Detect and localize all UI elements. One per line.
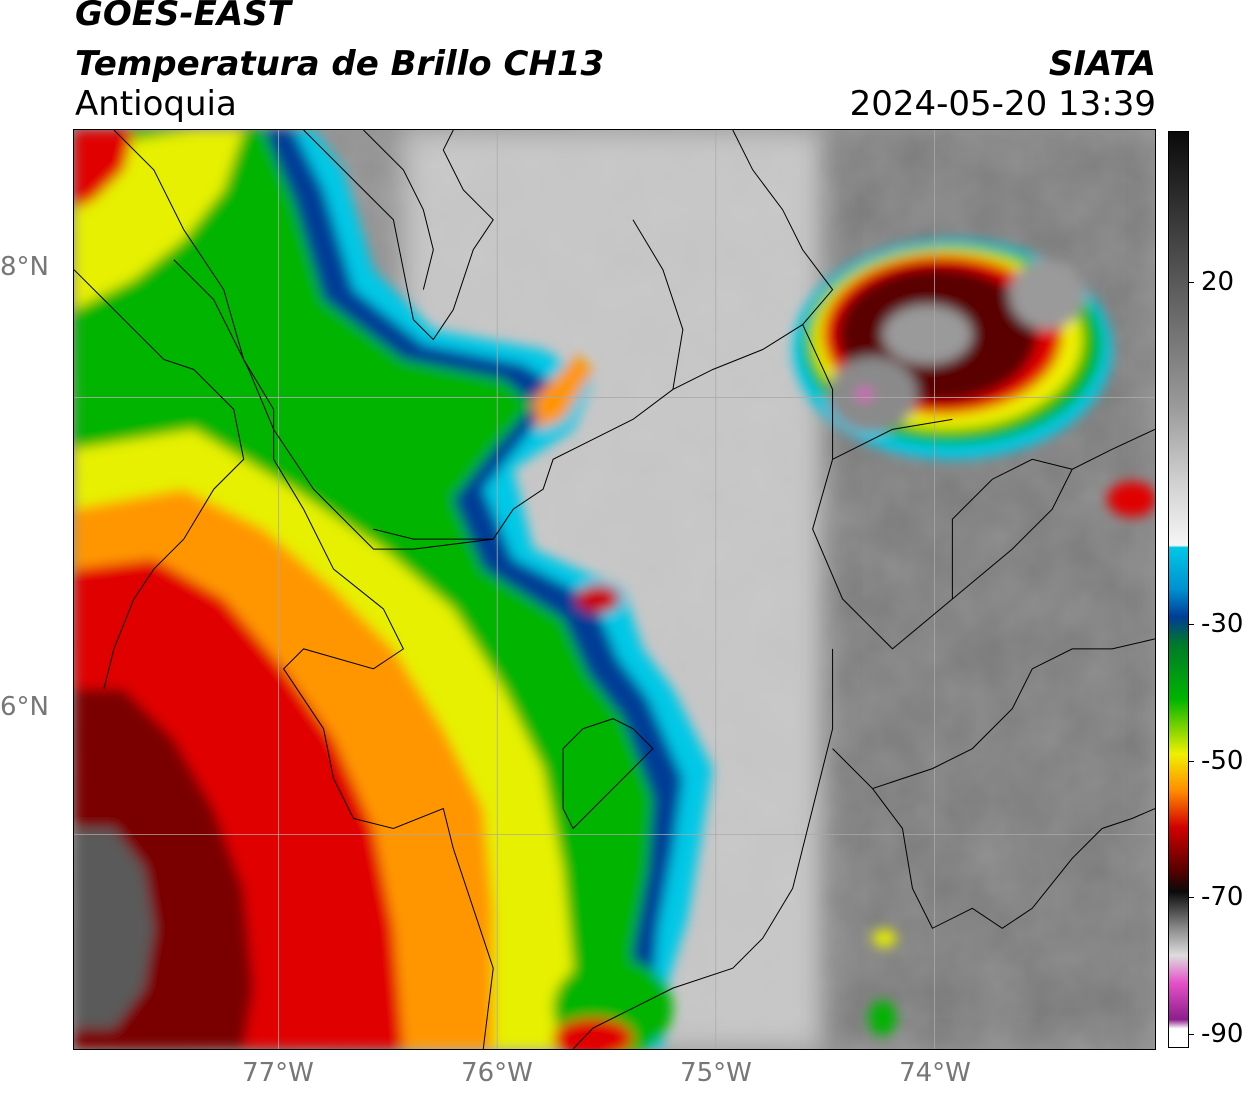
border-east-3 [872, 638, 1155, 790]
brand-label: SIATA [1048, 44, 1156, 84]
lat-label-8n: 8°N [0, 252, 49, 282]
colorbar-tick-mark [1188, 1034, 1194, 1036]
cloud-overshoot-gray [74, 828, 154, 1029]
cell-south-small [872, 929, 897, 948]
colorbar-tick-label: 20 [1201, 266, 1235, 297]
lon-label-74w: 74°W [899, 1058, 971, 1088]
border-medellin [562, 718, 654, 830]
colorbar-tick-label: -50 [1201, 745, 1244, 776]
satellite-map[interactable] [73, 129, 1156, 1050]
cold-cloud-shield-west [74, 130, 713, 1049]
border-cordoba [303, 130, 494, 341]
cloud-orange-finger [533, 354, 594, 430]
ne-cell-gray-east [1009, 259, 1086, 330]
colorbar-tick-mark [1188, 281, 1194, 283]
colorbar-tick-mark [1188, 760, 1194, 762]
colorbar-tick-mark [1188, 623, 1194, 625]
timestamp-label: 2024-05-20 13:39 [849, 84, 1156, 124]
brightness-temperature-field [74, 130, 1155, 1049]
title-product: Temperatura de Brillo CH13 [75, 44, 605, 84]
title-satellite: GOES-EAST [75, 0, 291, 34]
border-choco-west [113, 130, 494, 1049]
border-caldas [832, 748, 1155, 929]
cell-south-green [868, 1000, 897, 1037]
lat-label-6n: 6°N [0, 692, 49, 722]
cloud-red-north [74, 130, 134, 210]
convective-cell-northeast [792, 239, 1155, 1037]
colorbar-tick-label: -30 [1201, 608, 1244, 639]
border-antioquia-south [572, 648, 834, 1049]
ne-cell-magenta-core [856, 388, 873, 401]
colorbar-tick-mark [1188, 897, 1194, 899]
border-bolivar [632, 219, 953, 460]
border-coast [74, 269, 245, 689]
border-gulf [363, 130, 494, 540]
department-borders [74, 130, 1155, 1049]
ne-cell-gray-center [882, 304, 973, 365]
colorbar-tick-label: -90 [1201, 1019, 1244, 1050]
border-antioquia-north [173, 130, 834, 550]
lon-label-75w: 75°W [680, 1058, 752, 1088]
lon-label-77w: 77°W [242, 1058, 314, 1088]
cell-southeast-red [553, 1018, 633, 1049]
title-region: Antioquia [75, 84, 237, 124]
cell-central-red [576, 585, 620, 613]
border-antioquia-east [802, 324, 1073, 650]
temperature-colorbar [1168, 131, 1189, 1048]
graticule [74, 130, 1155, 1049]
ne-cell-red-east [1107, 481, 1155, 518]
colorbar-tick-label: -70 [1201, 882, 1244, 913]
lon-label-76w: 76°W [461, 1058, 533, 1088]
border-east-2 [952, 428, 1155, 600]
